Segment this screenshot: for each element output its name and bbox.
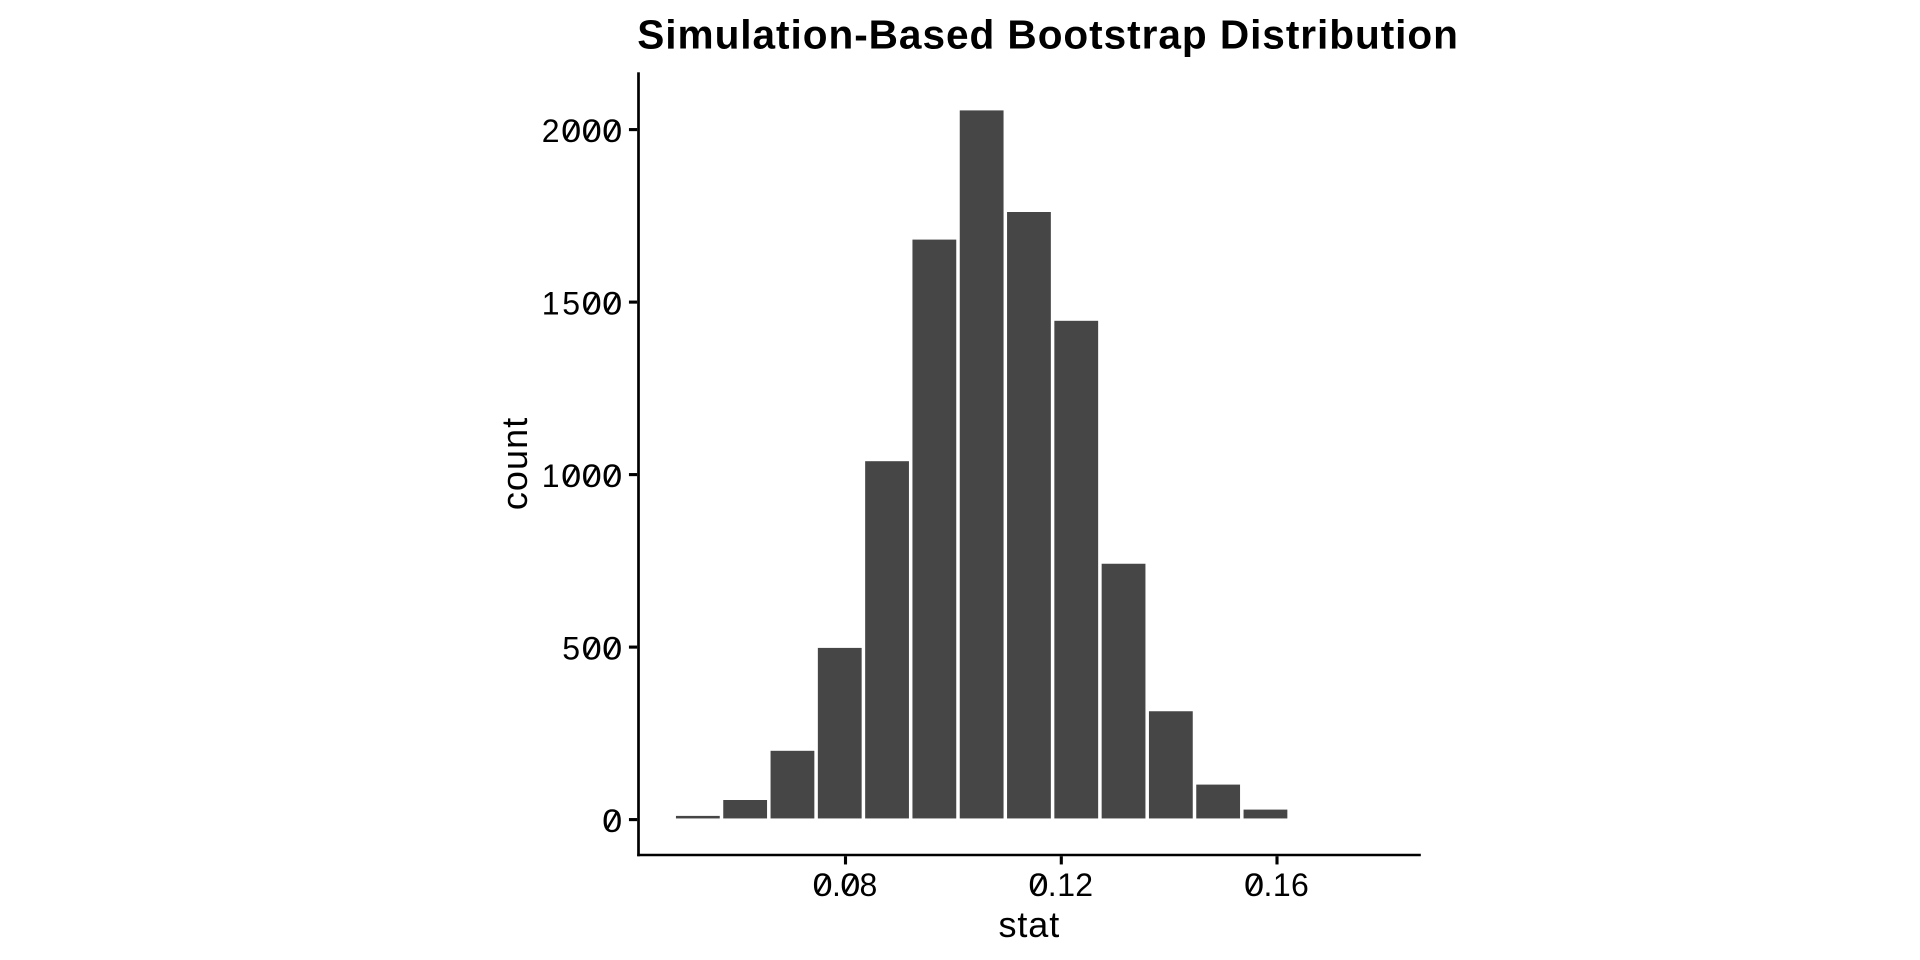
svg-text:1: 1 — [1057, 867, 1075, 903]
svg-text:1: 1 — [1273, 867, 1291, 903]
svg-text:1: 1 — [542, 458, 560, 494]
svg-text:stat: stat — [998, 904, 1060, 945]
svg-text:2: 2 — [542, 113, 560, 149]
svg-text:2: 2 — [1075, 867, 1093, 903]
svg-text:count: count — [494, 417, 535, 511]
svg-text:6: 6 — [1291, 867, 1309, 903]
svg-text:5: 5 — [562, 285, 580, 321]
svg-text:.: . — [1048, 867, 1057, 903]
svg-text:1: 1 — [542, 285, 560, 321]
svg-text:Simulation-Based Bootstrap Dis: Simulation-Based Bootstrap Distribution — [637, 12, 1459, 58]
svg-text:.: . — [1264, 867, 1273, 903]
svg-text:.: . — [832, 867, 841, 903]
svg-text:8: 8 — [860, 867, 878, 903]
svg-text:5: 5 — [562, 630, 580, 666]
